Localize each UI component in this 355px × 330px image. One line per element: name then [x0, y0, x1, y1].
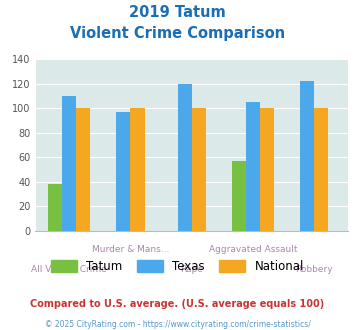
Bar	[246, 102, 260, 231]
Bar	[260, 109, 274, 231]
Bar	[192, 109, 206, 231]
Bar	[48, 184, 62, 231]
Bar	[300, 82, 314, 231]
Text: Murder & Mans...: Murder & Mans...	[92, 245, 169, 254]
Text: Compared to U.S. average. (U.S. average equals 100): Compared to U.S. average. (U.S. average …	[31, 299, 324, 309]
Bar	[130, 109, 144, 231]
Bar	[62, 96, 76, 231]
Text: All Violent Crime: All Violent Crime	[31, 265, 107, 274]
Legend: Tatum, Texas, National: Tatum, Texas, National	[51, 260, 304, 273]
Text: © 2025 CityRating.com - https://www.cityrating.com/crime-statistics/: © 2025 CityRating.com - https://www.city…	[45, 320, 310, 329]
Bar	[232, 161, 246, 231]
Bar	[116, 112, 130, 231]
Bar	[314, 109, 328, 231]
Bar	[76, 109, 90, 231]
Text: Aggravated Assault: Aggravated Assault	[209, 245, 297, 254]
Text: 2019 Tatum: 2019 Tatum	[129, 5, 226, 20]
Text: Robbery: Robbery	[295, 265, 333, 274]
Bar	[178, 84, 192, 231]
Text: Violent Crime Comparison: Violent Crime Comparison	[70, 26, 285, 41]
Text: Rape: Rape	[180, 265, 203, 274]
